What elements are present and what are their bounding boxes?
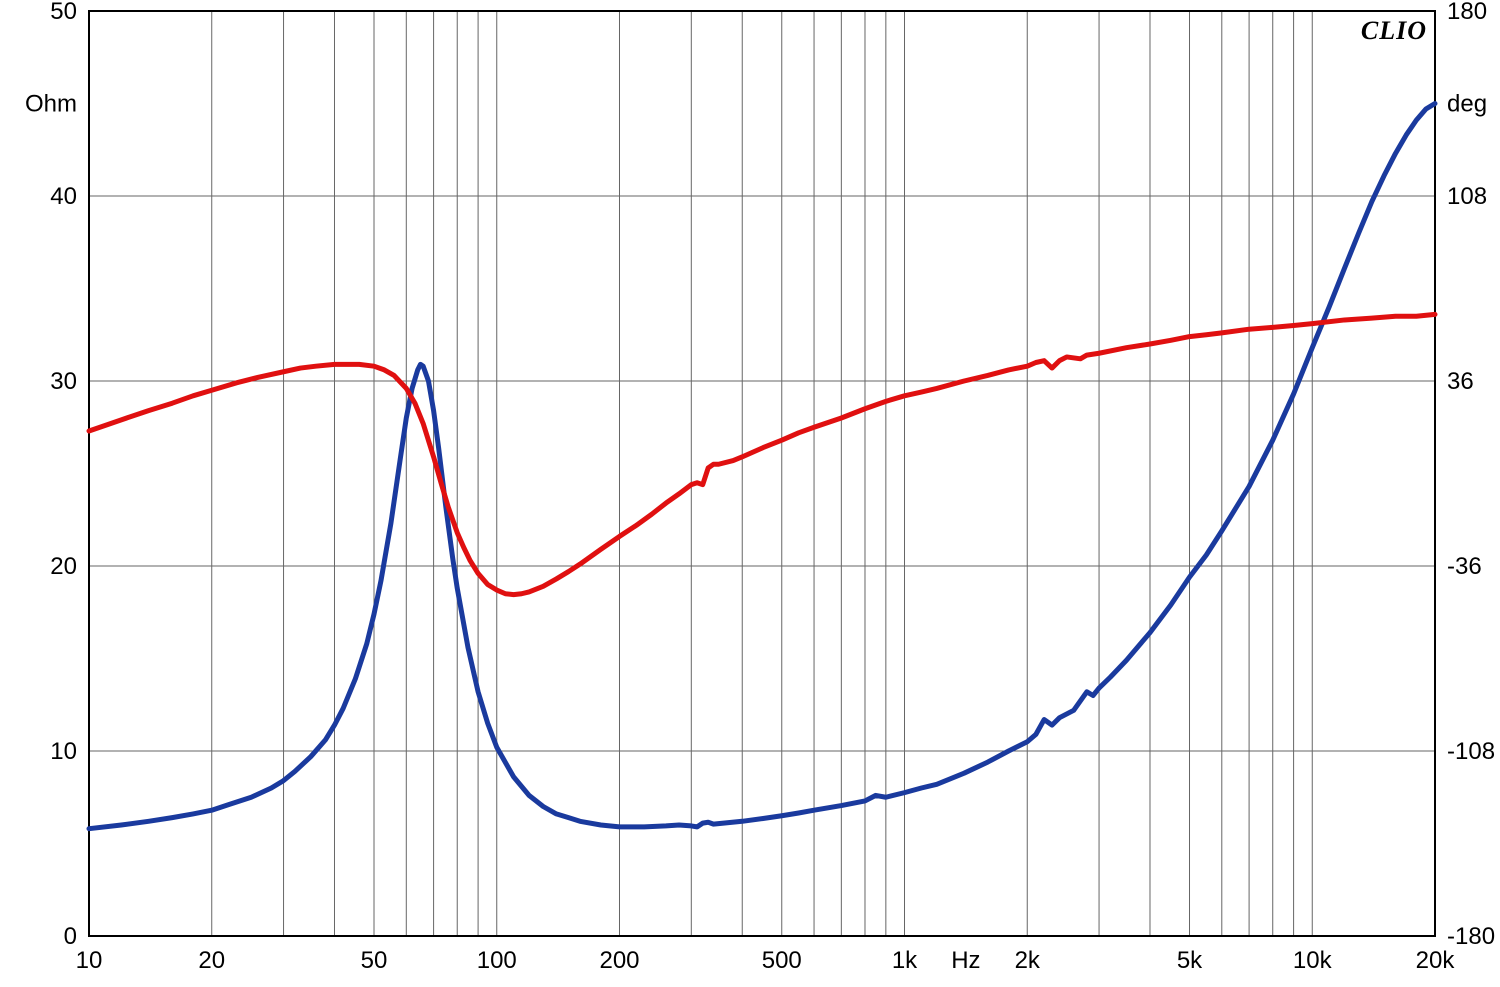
yright-tick-label: 36: [1447, 368, 1474, 395]
yright-tick-label: 108: [1447, 183, 1487, 210]
x-tick-label: 50: [361, 947, 388, 974]
impedance-phase-chart: 1020501002005001k2k5k10k20kHz01020304050…: [0, 0, 1500, 987]
x-tick-label: 100: [477, 947, 517, 974]
yleft-tick-label: 50: [50, 0, 77, 25]
yright-tick-label: -180: [1447, 923, 1495, 950]
x-tick-label: 500: [762, 947, 802, 974]
x-tick-label: 200: [599, 947, 639, 974]
yleft-tick-label: 30: [50, 368, 77, 395]
x-tick-label: 20: [198, 947, 225, 974]
yleft-tick-label: 40: [50, 183, 77, 210]
x-unit-label: Hz: [951, 947, 980, 974]
x-tick-label: 10: [76, 947, 103, 974]
yleft-unit-label: Ohm: [25, 91, 77, 118]
x-tick-label: 10k: [1293, 947, 1333, 974]
yleft-tick-label: 10: [50, 738, 77, 765]
x-tick-label: 1k: [892, 947, 918, 974]
x-tick-label: 2k: [1015, 947, 1041, 974]
yright-tick-label: -108: [1447, 738, 1495, 765]
yright-tick-label: 180: [1447, 0, 1487, 25]
x-tick-label: 5k: [1177, 947, 1203, 974]
x-tick-label: 20k: [1416, 947, 1456, 974]
yright-tick-label: -36: [1447, 553, 1482, 580]
yleft-tick-label: 0: [64, 923, 77, 950]
yleft-tick-label: 20: [50, 553, 77, 580]
brand-label: CLIO: [1361, 16, 1427, 45]
yright-unit-label: deg: [1447, 91, 1487, 118]
